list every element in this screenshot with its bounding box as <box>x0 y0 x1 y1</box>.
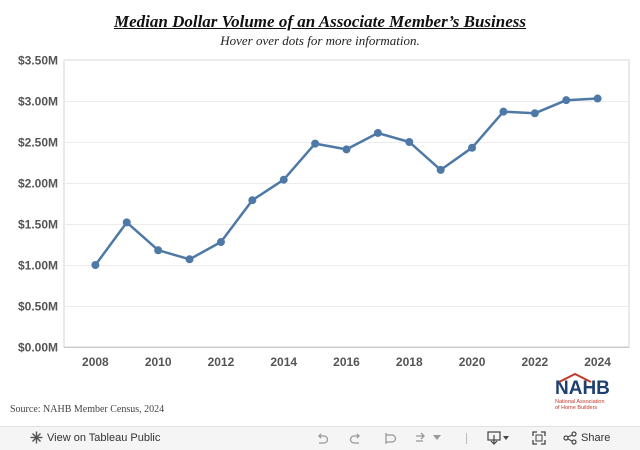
x-tick-label: 2022 <box>521 355 548 369</box>
x-tick-label: 2010 <box>145 355 172 369</box>
data-point[interactable] <box>279 175 288 184</box>
fullscreen-icon <box>532 431 546 445</box>
share-icon <box>563 431 577 445</box>
data-point[interactable] <box>373 128 382 137</box>
refresh-icon <box>416 432 425 442</box>
fullscreen-button[interactable] <box>530 430 548 446</box>
data-point[interactable] <box>593 94 602 103</box>
data-point[interactable] <box>468 143 477 152</box>
chart-subtitle: Hover over dots for more information. <box>220 33 420 48</box>
redo-icon <box>349 433 360 444</box>
nahb-logo: NAHB National Association of Home Builde… <box>555 373 625 411</box>
view-on-tableau-button[interactable]: View on Tableau Public <box>30 431 160 444</box>
data-point[interactable] <box>530 109 539 118</box>
download-icon <box>487 431 509 445</box>
x-tick-label: 2008 <box>82 355 109 369</box>
source-note: Source: NAHB Member Census, 2024 <box>10 404 165 415</box>
y-tick-label: $3.50M <box>18 54 58 68</box>
data-point[interactable] <box>122 218 131 227</box>
data-point[interactable] <box>216 238 225 247</box>
undo-icon <box>318 433 329 444</box>
series-line <box>94 97 598 266</box>
chart-title: Median Dollar Volume of an Associate Mem… <box>114 12 526 31</box>
data-point[interactable] <box>342 145 351 154</box>
refresh-button[interactable] <box>412 430 430 446</box>
logo-line-1: National Association <box>555 399 605 405</box>
data-point[interactable] <box>436 165 445 174</box>
y-tick-label: $1.00M <box>18 259 58 273</box>
data-point[interactable] <box>248 196 257 205</box>
x-tick-label: 2018 <box>396 355 423 369</box>
data-point[interactable] <box>154 246 163 255</box>
x-tick-label: 2012 <box>208 355 235 369</box>
chevron-down-icon <box>433 435 441 440</box>
data-point[interactable] <box>499 107 508 116</box>
undo-button[interactable] <box>313 430 331 446</box>
logo-mark: NAHB <box>555 378 610 399</box>
data-point[interactable] <box>91 261 100 269</box>
refresh-menu-chevron[interactable] <box>432 430 442 446</box>
axis-layer: $0.00M $0.50M $1.00M $1.50M $2.00M $2.50M $3.0… <box>18 54 611 370</box>
grid-layer <box>63 59 630 348</box>
tableau-icon <box>30 431 43 444</box>
x-tick-label: 2016 <box>333 355 360 369</box>
view-on-tableau-label: View on Tableau Public <box>47 431 161 444</box>
share-label: Share <box>581 432 611 444</box>
toolbar-divider <box>466 433 467 444</box>
data-point[interactable] <box>405 138 414 146</box>
y-tick-label: $2.00M <box>18 177 58 191</box>
data-point[interactable] <box>562 96 571 105</box>
y-tick-label: $0.50M <box>18 300 58 314</box>
chart-header: Median Dollar Volume of an Associate Mem… <box>0 12 640 49</box>
y-tick-label: $1.50M <box>18 218 58 232</box>
x-tick-label: 2020 <box>459 355 486 369</box>
line-chart: $0.00M $0.50M $1.00M $1.50M $2.00M $2.50M $3.0… <box>18 54 630 370</box>
logo-roof-icon <box>558 373 592 383</box>
tableau-toolbar: View on Tableau Public <box>0 426 640 450</box>
y-tick-label: $3.00M <box>18 95 58 109</box>
revert-button[interactable] <box>381 430 399 446</box>
plot-frame <box>63 59 630 348</box>
series-layer <box>91 94 602 269</box>
x-tick-label: 2014 <box>270 355 297 369</box>
y-tick-label: $0.00M <box>18 341 58 355</box>
redo-button[interactable] <box>347 430 365 446</box>
download-button[interactable] <box>486 430 512 446</box>
y-tick-label: $2.50M <box>18 136 58 150</box>
share-button[interactable]: Share <box>563 431 610 445</box>
logo-line-2: of Home Builders <box>555 405 598 411</box>
data-point[interactable] <box>185 255 194 264</box>
revert-icon <box>385 433 397 444</box>
data-point[interactable] <box>311 139 320 148</box>
x-tick-label: 2024 <box>584 355 611 369</box>
